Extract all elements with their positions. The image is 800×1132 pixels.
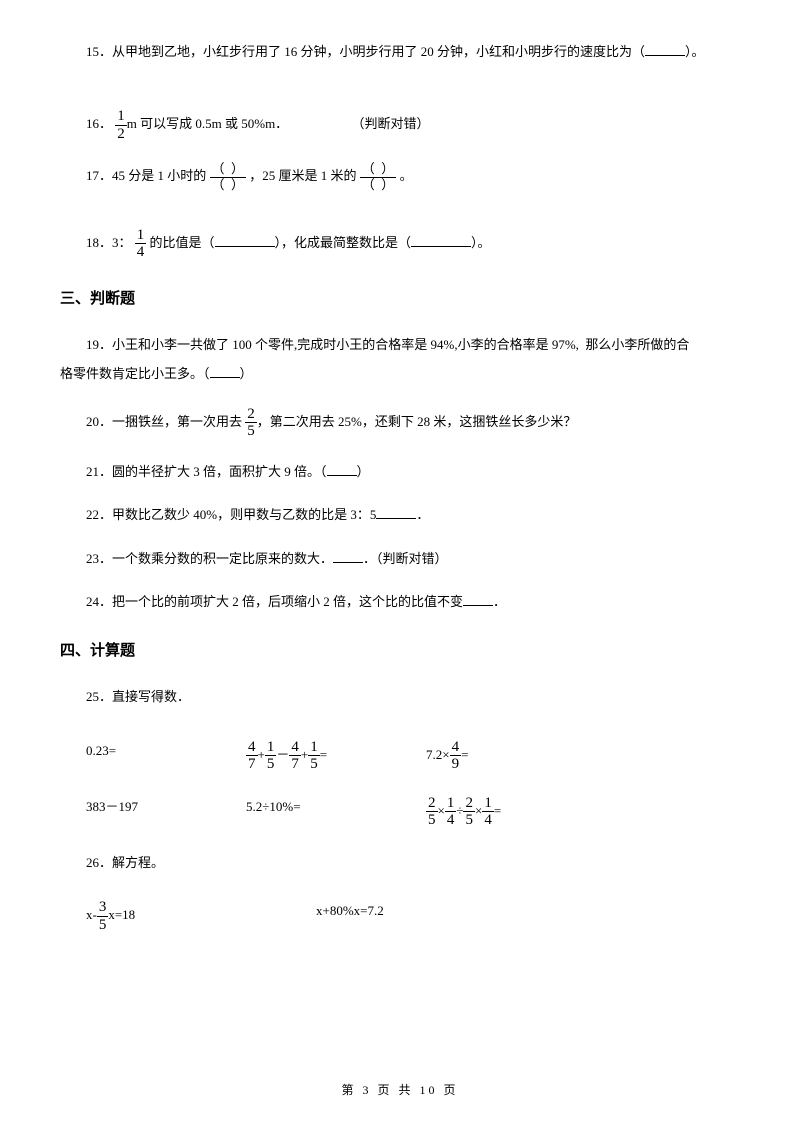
section-3-title: 三、判断题 — [60, 286, 740, 313]
question-20: 20．一捆铁丝，第一次用去 2 5 ，第二次用去 25%，还剩下 28 米，这捆… — [60, 406, 740, 440]
q19-blank — [210, 365, 240, 378]
q20-fraction: 2 5 — [245, 406, 257, 440]
calc-r1c3: 7.2×49= — [426, 739, 468, 773]
q23-end: ．（判断对错） — [363, 551, 448, 566]
frac-num: 1 — [115, 108, 127, 126]
q18-mid1: 的比值是（ — [150, 235, 215, 250]
q16-fraction: 1 2 — [115, 108, 127, 142]
question-21: 21．圆的半径扩大 3 倍，面积扩大 9 倍。（ ） — [60, 460, 740, 483]
question-22: 22．甲数比乙数少 40%，则甲数与乙数的比是 3：5 ． — [60, 503, 740, 526]
q16-after: m 可以写成 0.5m 或 50%m． — [127, 116, 288, 131]
eq2: x+80%x=7.2 — [316, 899, 384, 933]
frac-den: （ ） — [360, 178, 397, 192]
q19-line2: 格零件数肯定比小王多。（ — [60, 366, 210, 381]
q18-blank2 — [411, 234, 471, 247]
q20-before: 20．一捆铁丝，第一次用去 — [86, 414, 242, 429]
frac-den: 5 — [245, 423, 257, 440]
q15-blank — [645, 43, 685, 56]
frac-num: （ ） — [360, 162, 397, 177]
question-23: 23．一个数乘分数的积一定比原来的数大． ．（判断对错） — [60, 547, 740, 570]
q19-line1: 19．小王和小李一共做了 100 个零件,完成时小王的合格率是 94%,小李的合… — [86, 337, 689, 352]
q21-end: ） — [357, 464, 370, 479]
q18-before: 18．3： — [86, 235, 132, 250]
q15-text: 15．从甲地到乙地，小红步行用了 16 分钟，小明步行用了 20 分钟，小红和小… — [86, 44, 645, 59]
q19-end: ） — [240, 366, 253, 381]
calc-r2c1: 383－197 — [86, 795, 246, 829]
q21-text: 21．圆的半径扩大 3 倍，面积扩大 9 倍。（ — [86, 464, 327, 479]
frac-den: 2 — [115, 126, 127, 143]
section-4-title: 四、计算题 — [60, 638, 740, 665]
q22-blank — [376, 506, 416, 519]
eq1: x-35x=18 — [86, 899, 316, 933]
q17-frac2: （ ） （ ） — [360, 162, 397, 192]
question-24: 24．把一个比的前项扩大 2 倍，后项缩小 2 倍，这个比的比值不变 ． — [60, 590, 740, 613]
frac-num: 1 — [135, 227, 147, 245]
frac-den: 4 — [135, 244, 147, 261]
q16-label: 16． — [86, 116, 112, 131]
calc-r1c1: 0.23= — [86, 739, 246, 773]
q17-text: 17．45 分是 1 小时的 — [86, 168, 206, 183]
equation-row: x-35x=18 x+80%x=7.2 — [86, 899, 740, 933]
q18-mid2: ），化成最简整数比是（ — [275, 235, 412, 250]
frac-den: （ ） — [210, 178, 247, 192]
q23-text: 23．一个数乘分数的积一定比原来的数大． — [86, 551, 333, 566]
q23-blank — [333, 550, 363, 563]
q22-text: 22．甲数比乙数少 40%，则甲数与乙数的比是 3：5 — [86, 507, 376, 522]
q16-judge: （判断对错） — [351, 116, 429, 131]
calc-r2c2: 5.2÷10%= — [246, 795, 426, 829]
question-25: 25．直接写得数． — [60, 685, 740, 708]
q24-text: 24．把一个比的前项扩大 2 倍，后项缩小 2 倍，这个比的比值不变 — [86, 594, 463, 609]
calc-r2c3: 25×14÷25×14= — [426, 795, 501, 829]
calc-r1c2: 47+15－47+15= — [246, 739, 426, 773]
q18-blank1 — [215, 234, 275, 247]
question-15: 15．从甲地到乙地，小红步行用了 16 分钟，小明步行用了 20 分钟，小红和小… — [60, 40, 740, 63]
frac-num: （ ） — [210, 162, 247, 177]
calc-row-1: 0.23= 47+15－47+15= 7.2×49= — [86, 739, 740, 773]
question-26: 26．解方程。 — [60, 851, 740, 874]
q22-end: ． — [416, 507, 429, 522]
q21-blank — [327, 463, 357, 476]
q24-end: ． — [493, 594, 506, 609]
q24-blank — [463, 593, 493, 606]
q17-frac1: （ ） （ ） — [210, 162, 247, 192]
calc-row-2: 383－197 5.2÷10%= 25×14÷25×14= — [86, 795, 740, 829]
q20-after: ，第二次用去 25%，还剩下 28 米，这捆铁丝长多少米？ — [257, 414, 577, 429]
q17-end: 。 — [400, 168, 413, 183]
question-19b: 格零件数肯定比小王多。（ ） — [60, 362, 740, 385]
q18-fraction: 1 4 — [135, 227, 147, 261]
q18-end: ）。 — [471, 235, 491, 250]
page-footer: 第 3 页 共 10 页 — [0, 1080, 800, 1102]
question-18: 18．3： 1 4 的比值是（ ），化成最简整数比是（ ）。 — [60, 227, 740, 261]
frac-num: 2 — [245, 406, 257, 424]
q17-mid: ，25 厘米是 1 米的 — [249, 168, 356, 183]
question-16: 16． 1 2 m 可以写成 0.5m 或 50%m． （判断对错） — [60, 108, 740, 142]
question-17: 17．45 分是 1 小时的 （ ） （ ） ，25 厘米是 1 米的 （ ） … — [60, 162, 740, 192]
q15-after: ）。 — [685, 44, 705, 59]
question-19: 19．小王和小李一共做了 100 个零件,完成时小王的合格率是 94%,小李的合… — [60, 333, 740, 356]
